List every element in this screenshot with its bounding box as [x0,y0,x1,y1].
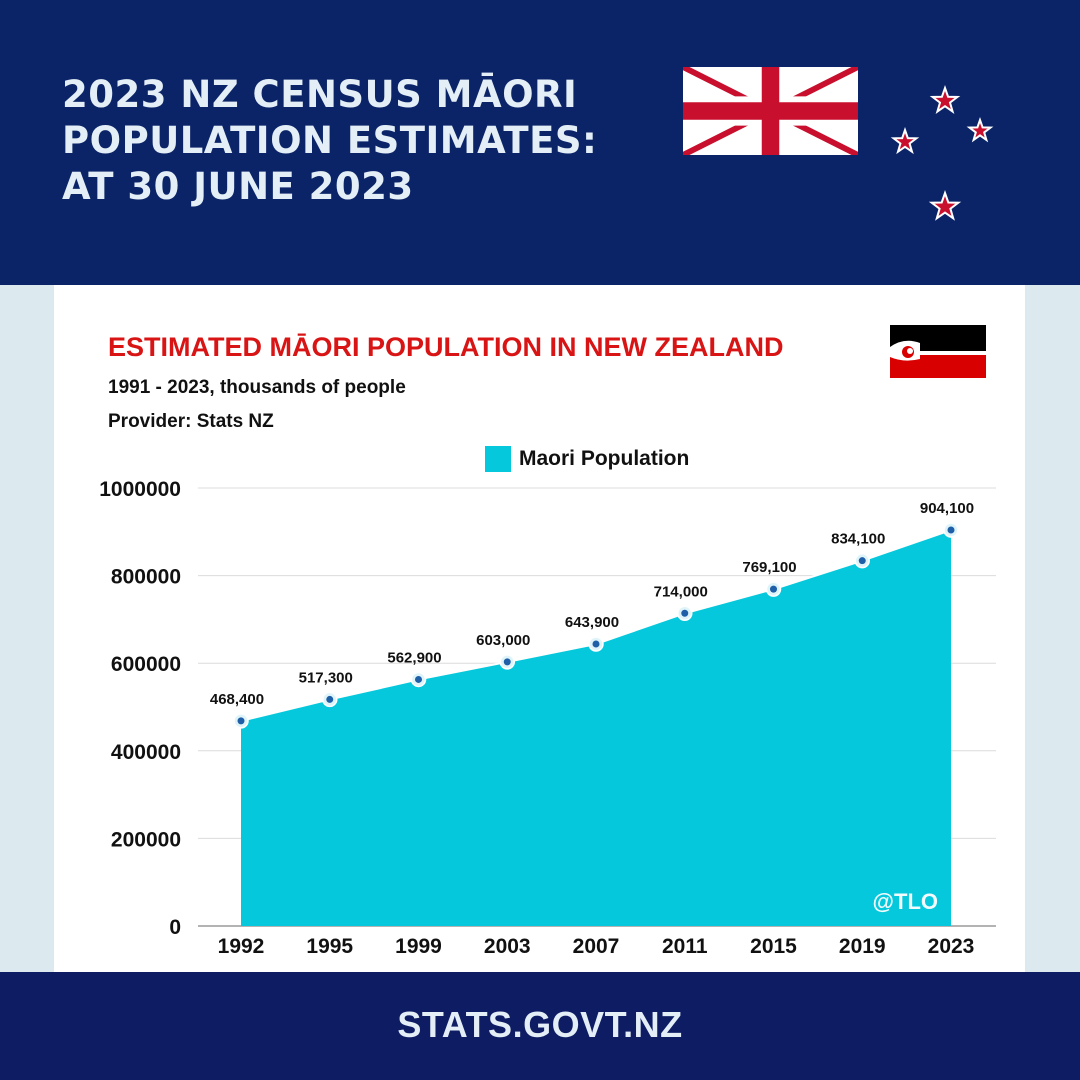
data-point-core [326,695,334,703]
watermark-text: @TLO [873,889,938,914]
data-point-core [681,609,689,617]
star-icon [966,116,994,143]
data-labels: 468,400 517,300 562,900 603,000 643,900 714,0… [210,500,974,708]
chart-title: ESTIMATED MĀORI POPULATION IN NEW ZEALAN… [108,332,784,362]
chart-provider: Provider: Stats NZ [108,411,274,432]
area-fill [241,530,951,926]
x-tick-label: 1995 [306,935,353,958]
star-icon [929,84,961,114]
data-point-core [858,557,866,565]
x-tick-label: 2011 [662,935,708,958]
data-points [233,522,959,729]
y-tick-label: 800000 [111,566,181,589]
southern-cross-stars-icon [890,84,994,221]
y-tick-label: 200000 [111,828,181,851]
x-tick-label: 2007 [573,935,620,958]
x-tick-label: 2003 [484,935,531,958]
y-tick-label: 600000 [111,653,181,676]
y-tick-label: 1000000 [99,478,181,501]
data-label: 714,000 [654,583,708,600]
data-point-core [592,640,600,648]
area-series [240,529,952,926]
union-jack-flag-icon [683,67,858,155]
footer-url: STATS.GOVT.NZ [397,1004,683,1045]
data-point-core [947,526,955,534]
x-tick-label: 1992 [218,935,265,958]
star-icon [928,189,962,221]
legend-label: Maori Population [519,447,690,470]
data-label: 904,100 [920,500,974,517]
page-title: 2023 NZ CENSUS MĀORI POPULATION ESTIMATE… [62,72,662,210]
x-tick-label: 1999 [395,935,442,958]
footer-banner [0,972,1080,1080]
title-line-1: 2023 NZ CENSUS MĀORI [62,73,578,116]
legend-swatch [485,446,511,472]
y-tick-label: 0 [169,916,181,939]
data-label: 517,300 [299,669,353,686]
data-point-core [415,675,422,683]
data-label: 603,000 [476,632,530,649]
x-tick-label: 2023 [928,935,975,958]
data-label: 834,100 [831,531,885,548]
data-label: 468,400 [210,691,264,708]
data-label: 769,100 [742,559,796,576]
data-label: 562,900 [387,649,441,666]
title-line-2: POPULATION ESTIMATES: [62,119,598,162]
data-label: 643,900 [565,614,619,631]
y-tick-label: 400000 [111,741,181,764]
data-point-core [503,658,511,666]
star-icon [890,126,920,155]
data-point-core [770,585,777,593]
chart-subtitle: 1991 - 2023, thousands of people [108,377,406,398]
axes: 0 200000 400000 600000 800000 1000000 1992 1995… [99,478,974,958]
title-line-3: AT 30 JUNE 2023 [62,165,414,208]
data-point-core [237,717,245,725]
chart-legend: Maori Population [485,446,689,472]
x-tick-label: 2015 [750,935,797,958]
tino-rangatiratanga-flag-icon [890,325,986,378]
x-tick-label: 2019 [839,935,886,958]
